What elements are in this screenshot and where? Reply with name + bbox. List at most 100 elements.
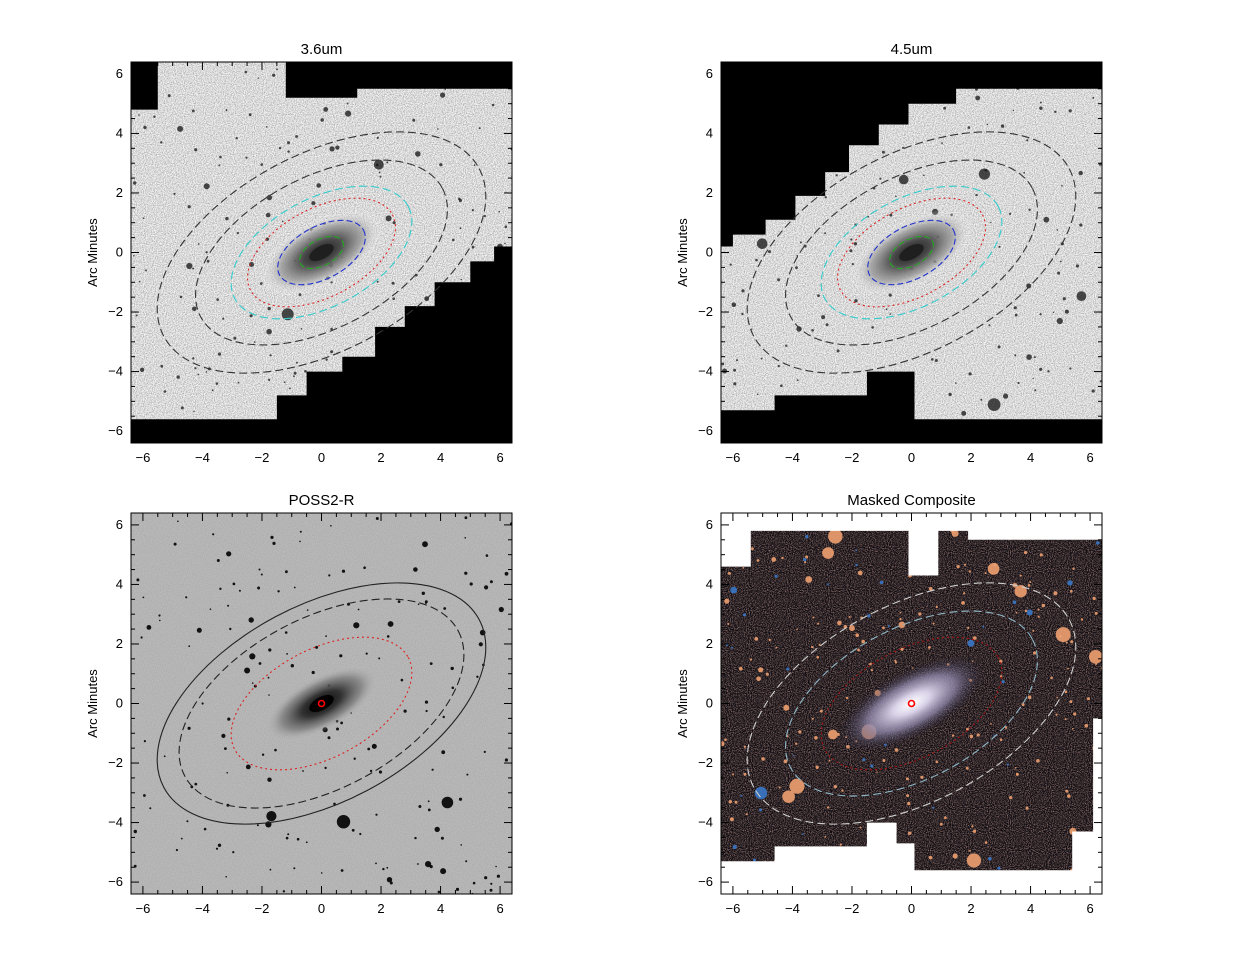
star	[385, 215, 392, 222]
star	[853, 242, 858, 246]
star	[731, 302, 737, 308]
star	[908, 831, 912, 835]
star	[899, 611, 902, 614]
star	[504, 225, 508, 229]
star	[142, 596, 145, 599]
star	[1053, 591, 1058, 596]
star	[285, 836, 289, 840]
star	[232, 582, 236, 586]
panel-image-p36	[131, 62, 512, 443]
star	[437, 890, 441, 894]
star	[226, 551, 232, 557]
star	[353, 622, 360, 629]
star	[305, 841, 308, 844]
star	[466, 773, 469, 776]
star	[978, 168, 991, 180]
star	[215, 847, 219, 850]
y-tick-label: −2	[108, 755, 123, 770]
star	[245, 764, 251, 770]
star	[272, 541, 276, 546]
star	[756, 559, 760, 562]
star	[186, 820, 189, 823]
y-tick-label: −6	[698, 423, 713, 438]
star	[201, 702, 204, 705]
star	[935, 760, 939, 764]
star	[967, 626, 970, 630]
star	[346, 102, 349, 105]
star	[722, 368, 727, 374]
x-tick-label: 2	[377, 901, 384, 916]
coverage-mask	[285, 62, 512, 98]
star	[177, 520, 179, 523]
star	[328, 574, 331, 577]
star	[1069, 700, 1073, 704]
star	[751, 328, 753, 330]
star	[859, 826, 862, 829]
star	[1054, 110, 1057, 114]
star	[266, 328, 272, 335]
star	[849, 249, 853, 253]
star	[1033, 356, 1036, 359]
star	[939, 822, 943, 826]
star	[376, 136, 379, 139]
star	[359, 832, 362, 836]
star	[973, 636, 977, 640]
star	[961, 601, 965, 605]
star	[235, 137, 238, 140]
star	[300, 328, 303, 330]
star	[1064, 718, 1067, 721]
star	[459, 227, 462, 230]
y-tick-label: 4	[116, 576, 123, 591]
star	[732, 844, 737, 850]
aperture-ellipse	[820, 636, 1003, 771]
star	[238, 589, 241, 592]
star	[923, 174, 925, 177]
star	[1092, 596, 1096, 601]
star	[857, 570, 863, 576]
aperture-ellipse	[889, 235, 934, 270]
star	[464, 571, 468, 575]
star	[188, 645, 191, 647]
star	[795, 742, 798, 745]
galaxy	[838, 655, 985, 752]
star	[473, 164, 476, 166]
star	[1014, 354, 1017, 357]
star	[163, 755, 166, 758]
star	[311, 201, 316, 206]
aperture-ellipses	[156, 131, 487, 374]
x-tick-label: −2	[255, 901, 270, 916]
star	[378, 657, 381, 660]
star	[1027, 584, 1031, 587]
star	[504, 758, 508, 762]
y-tick-label: 6	[116, 66, 123, 81]
star	[283, 381, 286, 384]
star	[1024, 551, 1028, 555]
star	[329, 146, 335, 152]
star	[258, 662, 262, 665]
star	[489, 580, 493, 584]
star	[219, 155, 222, 159]
star	[780, 384, 783, 388]
star	[887, 624, 891, 628]
x-tick-label: −2	[255, 450, 270, 465]
star	[768, 638, 771, 642]
star	[934, 359, 938, 362]
star	[849, 625, 855, 632]
aperture-ellipse	[299, 235, 344, 270]
star	[1096, 541, 1100, 545]
y-tick-label: 0	[116, 245, 123, 260]
star	[817, 294, 820, 297]
star	[827, 806, 830, 809]
coverage-mask	[721, 513, 1102, 576]
star	[290, 664, 294, 668]
star	[284, 631, 288, 634]
star	[460, 844, 463, 846]
star	[484, 585, 489, 590]
star	[441, 750, 446, 755]
aperture-ellipses	[156, 582, 487, 825]
star	[277, 590, 280, 593]
star	[1026, 354, 1032, 360]
coverage-mask	[1072, 718, 1102, 894]
star	[434, 826, 440, 833]
